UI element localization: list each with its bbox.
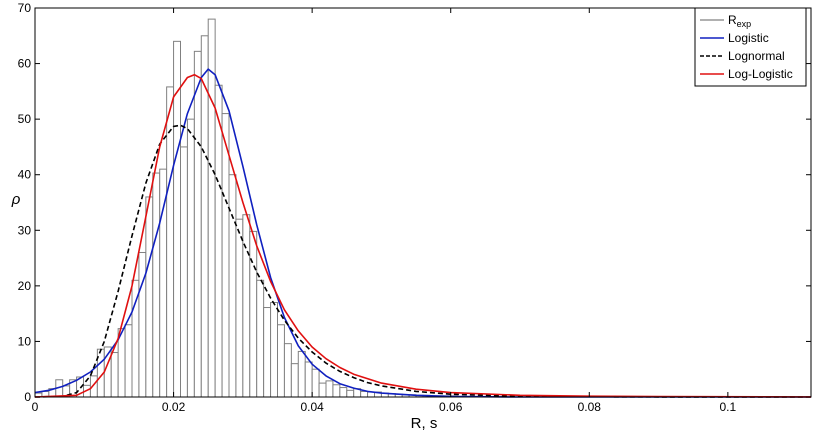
y-axis-label: ρ bbox=[11, 191, 21, 208]
histogram-bar bbox=[214, 84, 223, 398]
plot-frame bbox=[34, 7, 812, 398]
histogram-bar bbox=[242, 214, 251, 398]
y-tick-label: 20 bbox=[18, 279, 32, 293]
y-tick-label: 40 bbox=[18, 168, 32, 182]
histogram-bar bbox=[325, 380, 334, 398]
histogram-bar bbox=[110, 352, 119, 398]
histogram-bar bbox=[124, 324, 133, 398]
histogram-bar bbox=[159, 168, 168, 398]
y-tick-label: 0 bbox=[24, 390, 31, 404]
x-tick-label: 0 bbox=[32, 400, 39, 414]
histogram-bar bbox=[228, 174, 237, 398]
legend-box bbox=[694, 7, 807, 87]
x-tick-label: 0.04 bbox=[300, 400, 324, 414]
histogram-bar bbox=[277, 324, 285, 398]
y-tick-label: 30 bbox=[18, 223, 32, 237]
histogram-bar bbox=[297, 350, 306, 398]
histogram-bar bbox=[221, 113, 230, 398]
histogram-bar bbox=[346, 389, 355, 398]
legend-label: Lognormal bbox=[728, 49, 785, 63]
legend-label-subscript: exp bbox=[737, 19, 752, 29]
series-line-logistic bbox=[34, 68, 811, 398]
y-tick-label: 50 bbox=[18, 112, 32, 126]
histogram-bar bbox=[304, 361, 313, 398]
legend-label: Log-Logistic bbox=[728, 67, 793, 81]
legend-label: Logistic bbox=[728, 31, 769, 45]
x-axis-label: R, s bbox=[411, 415, 438, 432]
histogram-bar bbox=[256, 279, 265, 398]
histogram-bar bbox=[263, 307, 272, 398]
histogram-bar bbox=[186, 118, 195, 398]
y-tick-label: 60 bbox=[18, 57, 32, 71]
axis-ticks: 0 0.02 0.04 0.06 0.08 0.1 0 10 20 30 40 50 60 70 bbox=[18, 1, 811, 414]
x-tick-label: 0.1 bbox=[720, 400, 737, 414]
fit-curves bbox=[34, 68, 812, 398]
histogram-bar bbox=[318, 382, 327, 398]
y-tick-label: 10 bbox=[18, 334, 32, 348]
histogram-bar bbox=[332, 384, 341, 398]
histogram-bar bbox=[166, 86, 175, 398]
histogram-bar bbox=[339, 387, 348, 398]
histogram-bar bbox=[145, 196, 154, 398]
histogram-bar bbox=[283, 343, 292, 398]
histogram-bar bbox=[180, 146, 188, 398]
series-line-log-logistic bbox=[34, 73, 812, 398]
histogram-bar bbox=[270, 302, 279, 398]
series-line-lognormal bbox=[34, 124, 812, 398]
histogram-bar bbox=[207, 18, 216, 398]
x-tick-label: 0.08 bbox=[578, 400, 602, 414]
histogram-bar bbox=[311, 368, 320, 398]
histogram-bar bbox=[235, 218, 244, 398]
histogram-bar bbox=[249, 230, 258, 398]
x-tick-label: 0.06 bbox=[439, 400, 463, 414]
histogram-bars bbox=[34, 18, 459, 398]
histogram-bar bbox=[360, 390, 369, 398]
y-tick-label: 70 bbox=[18, 1, 32, 15]
histogram-bar bbox=[193, 50, 202, 398]
histogram-bar bbox=[152, 172, 161, 398]
histogram-bar bbox=[290, 363, 299, 398]
x-tick-label: 0.02 bbox=[162, 400, 186, 414]
